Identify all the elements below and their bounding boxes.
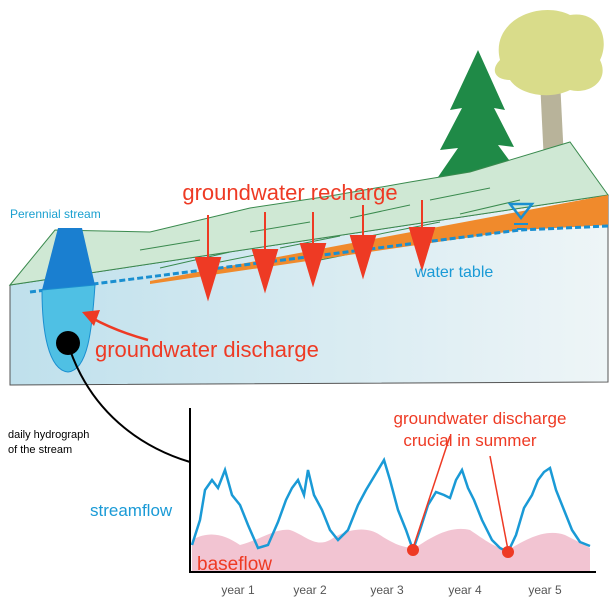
x-label: year 2 bbox=[293, 583, 327, 597]
discharge-arrowhead bbox=[82, 310, 100, 326]
x-label: year 4 bbox=[448, 583, 482, 597]
baseflow-area bbox=[192, 528, 590, 572]
gauge-point bbox=[56, 331, 80, 355]
annotation: crucial in summer bbox=[403, 431, 537, 450]
streamflow-label: streamflow bbox=[90, 501, 173, 520]
land-surface bbox=[8, 141, 609, 286]
water-table-label: water table bbox=[414, 264, 493, 281]
annotation-pointer bbox=[412, 435, 451, 549]
x-label: year 3 bbox=[370, 583, 404, 597]
discharge-arrow bbox=[91, 316, 149, 342]
caption: of the stream bbox=[8, 444, 72, 456]
discharge-point bbox=[407, 544, 419, 556]
water-table-line bbox=[29, 224, 609, 294]
stream-channel bbox=[42, 228, 95, 290]
x-label: year 5 bbox=[528, 583, 562, 597]
x-label: year 1 bbox=[221, 583, 255, 597]
annotation-pointer bbox=[489, 455, 509, 551]
stream-label: Perennial stream bbox=[10, 207, 101, 221]
x-labels: year 1 year 2 year 3 year 4 year 5 bbox=[221, 583, 562, 597]
discharge-label: groundwater discharge bbox=[95, 337, 319, 362]
recharge-arrows bbox=[194, 200, 436, 302]
caption: daily hydrograph bbox=[8, 429, 89, 441]
water-table-symbol bbox=[507, 202, 535, 230]
baseflow-label: baseflow bbox=[197, 554, 272, 575]
annotation: groundwater discharge bbox=[394, 409, 567, 428]
streamflow-line bbox=[190, 456, 591, 554]
recharge-label: groundwater recharge bbox=[182, 180, 397, 205]
discharge-point bbox=[502, 546, 514, 558]
connector bbox=[69, 349, 191, 463]
